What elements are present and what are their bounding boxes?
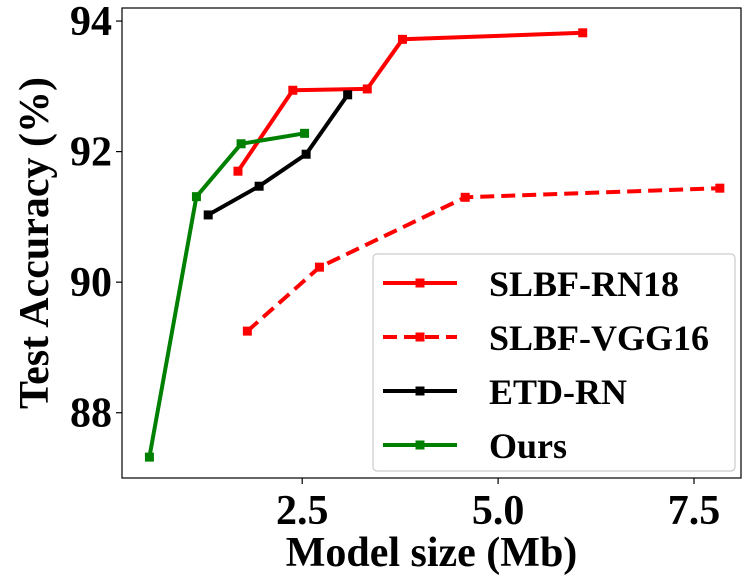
y-axis-label: Test Accuracy (%) [12,77,58,409]
y-tick-label: 88 [70,391,112,437]
x-tick-label: 7.5 [668,488,721,534]
data-point-etd-rn [343,90,353,100]
data-point-etd-rn [301,149,311,159]
y-tick-label: 92 [70,130,112,176]
legend-label-slbf-rn18: SLBF-RN18 [489,264,679,304]
series-line-etd-rn [207,93,350,217]
legend-label-ours: Ours [489,426,567,466]
data-point-slbf-vgg16 [715,183,725,193]
x-tick-label: 5.0 [472,488,525,534]
plot-frame [121,7,742,479]
data-point-slbf-vgg16 [460,192,470,202]
data-point-slbf-vgg16 [314,262,324,272]
legend: SLBF-RN18 SLBF-VGG16 ETD-RN Ours [372,253,736,472]
data-point-ours [191,192,201,202]
data-point-ours [144,452,154,462]
legend-label-slbf-vgg16: SLBF-VGG16 [489,318,709,358]
data-point-slbf-rn18 [578,28,588,38]
data-point-slbf-rn18 [362,84,372,94]
series-markers [144,28,725,462]
data-point-slbf-vgg16 [242,326,252,336]
legend-box [372,253,736,472]
data-point-slbf-rn18 [398,34,408,44]
y-tick-label: 90 [70,260,112,306]
y-tick-label: 94 [70,0,112,45]
data-point-ours [300,128,310,138]
series-line-ours [147,131,305,458]
legend-label-etd-rn: ETD-RN [489,372,627,412]
legend-marker-etd-rn [415,386,425,396]
series-line-slbf-rn18 [236,30,583,173]
data-point-etd-rn [254,181,264,191]
series-line-slbf-vgg16 [246,186,720,333]
legend-marker-ours [415,440,425,450]
data-point-slbf-rn18 [288,85,298,95]
data-point-ours [236,139,246,149]
data-point-slbf-rn18 [233,166,243,176]
x-axis: 2.5 5.0 7.5 [276,478,720,534]
legend-marker-slbf-rn18 [415,278,425,288]
data-point-etd-rn [203,210,213,220]
x-axis-label: Model size (Mb) [286,530,578,576]
x-tick-label: 2.5 [276,488,329,534]
y-axis: 88 90 92 94 [70,0,122,437]
legend-marker-slbf-vgg16 [415,332,425,342]
